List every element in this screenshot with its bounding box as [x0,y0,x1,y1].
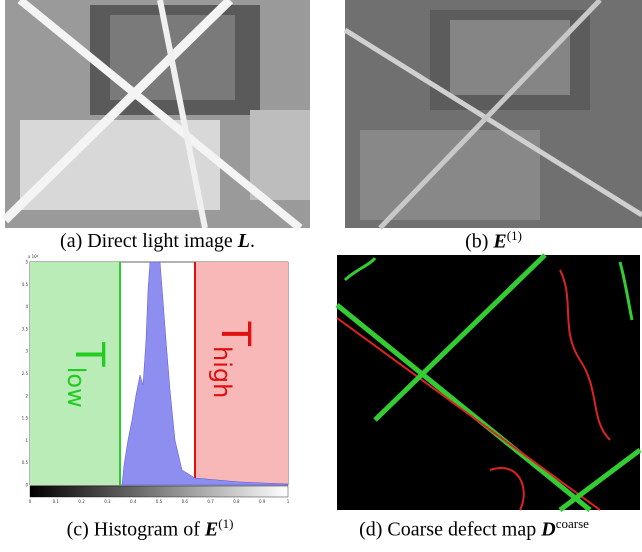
caption-label: (c) [67,519,89,541]
y-tick-label: 2 [25,393,28,398]
caption-symbol: D [541,519,555,541]
x-tick-label: 0.4 [130,499,137,504]
caption-symbol: E [205,519,218,541]
caption: (d) Coarse defect map Dcoarse [306,516,642,542]
x-tick-label: 0 [29,499,32,504]
page: Tlow Thigh x 10⁴ 0 0.5 1 1.5 2 2.5 3 3.5 4 4.5 5 0 0… [0,0,642,552]
caption-text: Histogram of [94,519,200,541]
caption: (c) Histogram of E(1) [5,516,295,542]
caption-label: (b) [465,231,488,253]
x-tick-label: 0.5 [156,499,163,504]
y-tick-label: 1.5 [22,416,29,421]
caption-superscript: (1) [507,228,522,243]
defect-map [337,255,640,510]
x-tick-label: 0.3 [104,499,111,504]
t-sub: high [208,346,236,398]
y-tick-label: 5 [25,260,28,265]
x-tick-label: 0.8 [233,499,240,504]
t-sub: low [62,367,90,408]
caption-text: Coarse defect map [387,519,536,541]
x-tick-label: 0.7 [207,499,214,504]
t-main: T [66,341,112,367]
caption-symbol: E [493,231,506,253]
x-tick-label: 0.1 [53,499,60,504]
photo-e1 [345,0,642,228]
x-tick-label: 0.9 [259,499,266,504]
figure: Tlow Thigh x 10⁴ 0 0.5 1 1.5 2 2.5 3 3.5 4 4.5 5 0 0… [0,0,642,552]
t-main: T [212,321,258,347]
y-tick-label: 0 [25,483,28,488]
y-tick-label: 4 [25,304,28,309]
caption: (b) E(1) [345,228,642,254]
caption-superscript: coarse [556,516,589,531]
caption-label: (a) [60,230,82,252]
caption-superscript: (1) [218,516,233,531]
caption-symbol: L [238,230,250,252]
y-tick-label: 3.5 [22,326,29,331]
caption-suffix: . [250,230,255,252]
y-tick-label: 1 [25,438,28,443]
y-tick-label: 0.5 [22,460,29,465]
y-tick-label: 3 [25,349,28,354]
x-tick-label: 1 [287,499,290,504]
y-multiplier: x 10⁴ [28,254,39,259]
caption-label: (d) [359,519,382,541]
y-tick-label: 2.5 [22,371,29,376]
photo-direct-light [5,0,310,228]
x-tick-label: 0.2 [78,499,85,504]
caption-text: Direct light image [87,230,233,252]
x-tick-label: 0.6 [182,499,189,504]
caption: (a) Direct light image L. [5,230,310,253]
y-tick-label: 4.5 [22,282,29,287]
